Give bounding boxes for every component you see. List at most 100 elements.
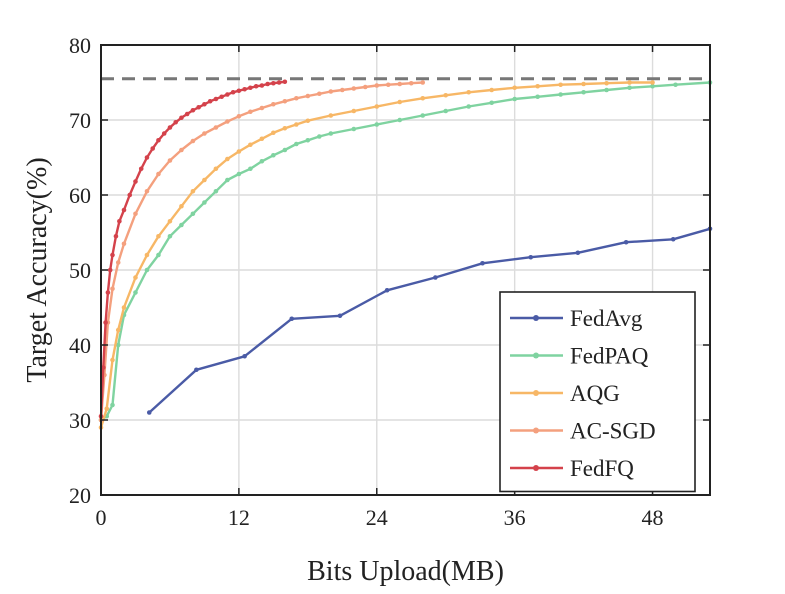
y-tick-label: 30 <box>69 408 91 433</box>
data-point-aqg <box>581 81 586 87</box>
data-point-fedfq <box>173 119 178 125</box>
data-point-fedpaq <box>115 342 121 348</box>
data-point-ac-sgd <box>282 98 288 104</box>
data-point-aqg <box>133 275 138 280</box>
data-point-fedpaq <box>443 108 449 114</box>
data-point-aqg <box>489 87 494 93</box>
data-point-ac-sgd <box>156 171 161 177</box>
data-point-fedavg <box>528 254 534 260</box>
legend-label-aqg: AQG <box>570 381 620 406</box>
data-point-ac-sgd <box>202 131 207 136</box>
data-point-ac-sgd <box>225 119 230 124</box>
data-point-fedfq <box>242 86 247 92</box>
data-point-aqg <box>305 118 311 124</box>
data-point-aqg <box>294 122 299 127</box>
x-axis-label: Bits Upload(MB) <box>307 556 504 587</box>
legend-label-fedavg: FedAvg <box>570 306 643 331</box>
y-tick-label: 80 <box>69 33 91 58</box>
data-point-ac-sgd <box>351 86 357 91</box>
series-aqg <box>98 80 655 430</box>
data-point-fedfq <box>253 83 259 89</box>
data-point-fedpaq <box>248 166 253 172</box>
data-point-ac-sgd <box>248 109 253 115</box>
data-point-aqg <box>512 85 517 91</box>
data-point-aqg <box>604 80 609 86</box>
data-point-fedfq <box>107 267 113 273</box>
data-point-fedpaq <box>133 290 138 295</box>
data-point-fedfq <box>248 85 253 91</box>
data-point-fedpaq <box>650 83 655 89</box>
legend: FedAvg FedPAQ AQG AC-SGD FedFQ <box>499 291 696 493</box>
data-point-fedfq <box>100 365 106 370</box>
data-point-ac-sgd <box>179 147 184 153</box>
data-point-fedavg <box>623 239 629 245</box>
x-tick-label: 36 <box>504 505 526 530</box>
data-point-ac-sgd <box>213 125 219 130</box>
y-tick-label: 50 <box>69 258 91 283</box>
y-axis-label: Target Accuracy(%) <box>22 157 53 382</box>
data-point-aqg <box>282 125 288 131</box>
series-ac-sgd <box>98 80 426 423</box>
data-point-fedfq <box>179 115 184 121</box>
data-point-fedavg <box>194 367 199 373</box>
data-point-fedfq <box>184 111 190 117</box>
data-point-fedfq <box>113 233 119 239</box>
data-point-aqg <box>627 80 632 85</box>
data-point-aqg <box>236 149 242 154</box>
data-point-fedfq <box>276 80 282 85</box>
legend-marker-fedavg <box>533 315 539 321</box>
series-layer <box>98 79 713 430</box>
series-line-aqg <box>99 81 653 428</box>
data-point-fedavg <box>670 236 676 242</box>
series-fedfq <box>98 79 288 419</box>
data-point-fedfq <box>144 155 150 160</box>
data-point-fedfq <box>105 290 111 295</box>
data-point-fedpaq <box>110 402 115 408</box>
data-point-fedfq <box>167 125 173 130</box>
data-point-ac-sgd <box>121 241 127 247</box>
data-point-aqg <box>121 305 127 310</box>
data-point-fedfq <box>127 192 133 198</box>
data-point-ac-sgd <box>294 95 299 101</box>
data-point-fedfq <box>161 131 167 136</box>
data-point-aqg <box>248 142 253 148</box>
data-point-fedfq <box>138 166 144 172</box>
data-point-fedfq <box>259 83 265 88</box>
data-point-aqg <box>259 136 265 142</box>
data-point-aqg <box>213 166 219 172</box>
data-point-ac-sgd <box>115 260 121 265</box>
data-point-fedfq <box>213 96 219 102</box>
data-point-aqg <box>328 113 334 118</box>
data-point-aqg <box>167 218 173 224</box>
data-point-ac-sgd <box>144 188 150 194</box>
data-point-ac-sgd <box>236 113 242 119</box>
data-point-ac-sgd <box>420 80 426 85</box>
data-point-fedfq <box>282 79 288 85</box>
data-point-fedfq <box>121 207 127 213</box>
data-point-fedfq <box>271 80 276 86</box>
legend-marker-aqg <box>533 390 539 396</box>
data-point-fedpaq <box>328 131 334 136</box>
data-point-ac-sgd <box>374 83 380 88</box>
data-point-aqg <box>650 80 655 85</box>
data-point-aqg <box>104 406 110 412</box>
data-point-aqg <box>466 89 471 95</box>
data-point-fedpaq <box>190 211 196 217</box>
data-point-fedpaq <box>236 171 242 177</box>
data-point-ac-sgd <box>362 84 368 90</box>
data-point-ac-sgd <box>305 93 311 99</box>
tick-labels: 0 12 24 36 48 20 30 40 50 60 70 80 <box>69 33 710 530</box>
legend-label-ac-sgd: AC-SGD <box>570 419 656 444</box>
legend-label-fedpaq: FedPAQ <box>570 344 649 369</box>
data-point-fedavg <box>146 410 152 415</box>
data-point-fedavg <box>480 260 485 266</box>
data-point-ac-sgd <box>385 82 391 88</box>
data-point-ac-sgd <box>408 80 414 86</box>
x-tick-label: 0 <box>96 505 107 530</box>
data-point-fedavg <box>337 313 343 319</box>
data-point-fedavg <box>384 287 390 293</box>
data-point-ac-sgd <box>328 89 334 94</box>
data-point-aqg <box>225 156 230 162</box>
data-point-fedfq <box>196 104 201 110</box>
legend-marker-fedpaq <box>533 352 539 359</box>
